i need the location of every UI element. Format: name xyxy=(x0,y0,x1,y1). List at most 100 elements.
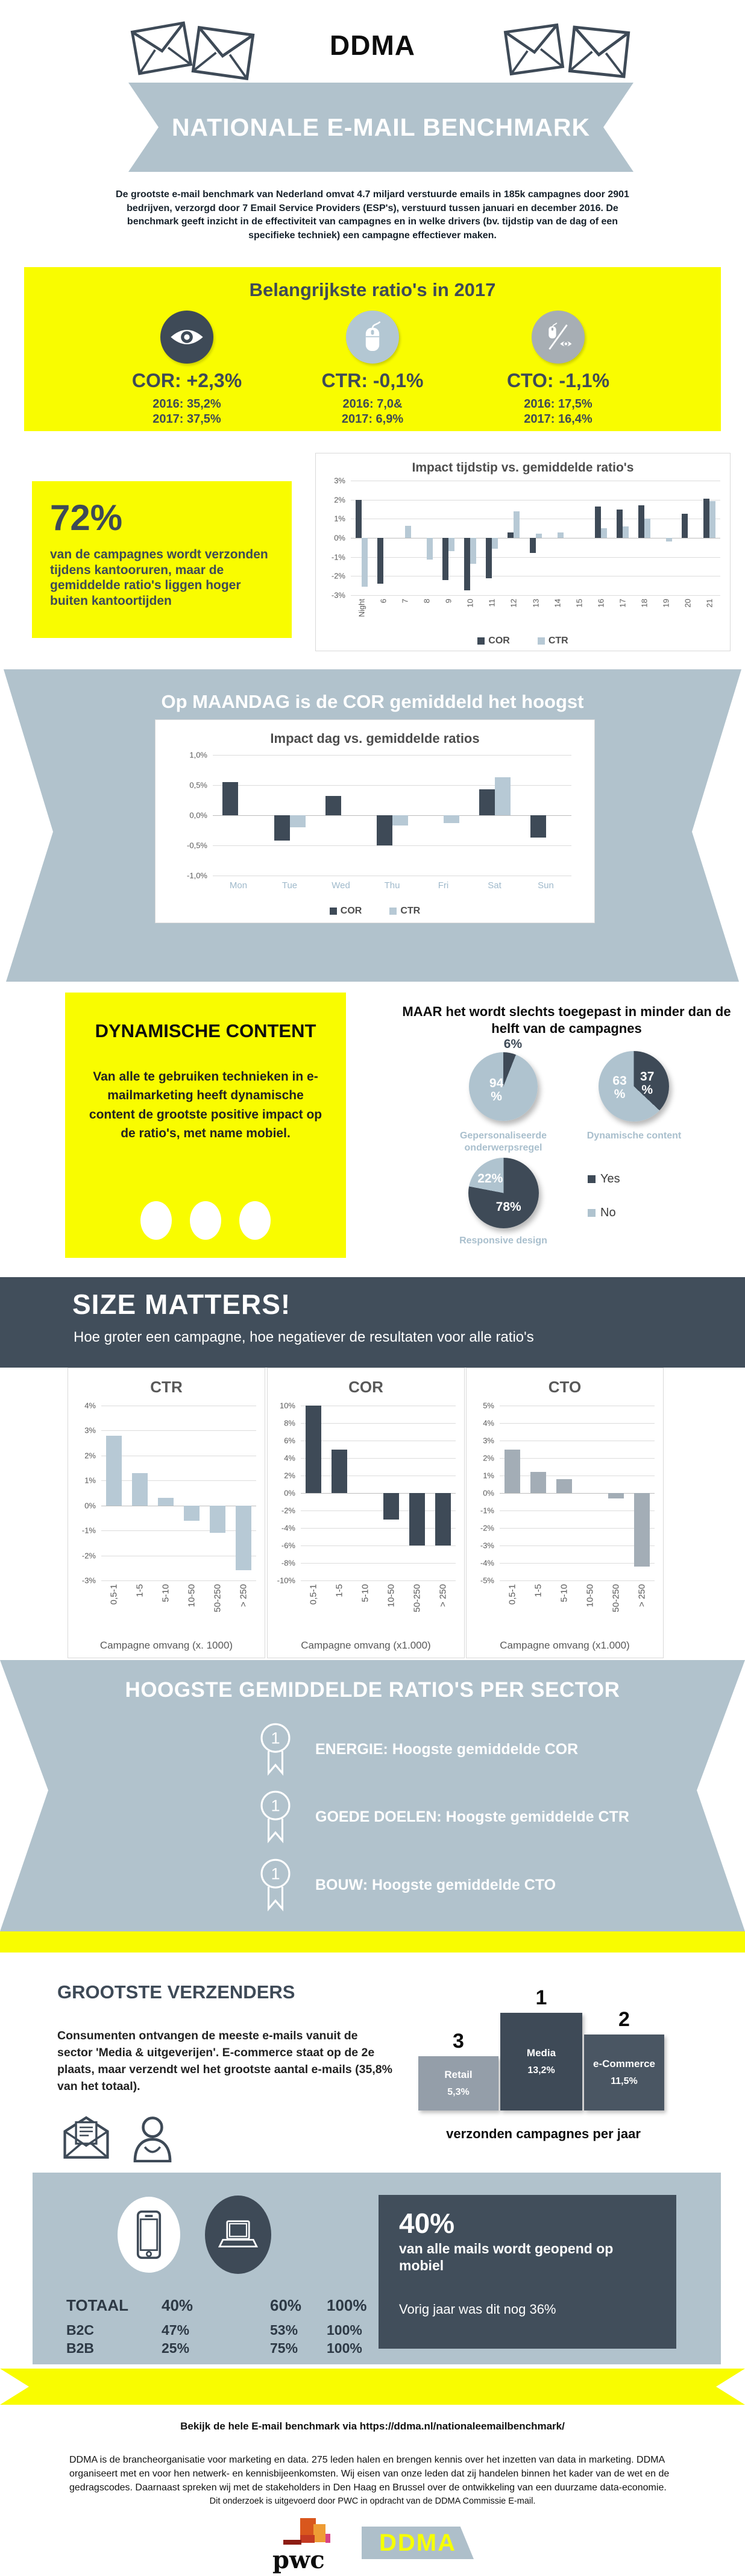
impact-time-chart-plot: 3% 2% 1% 0% -1% -2% -3% Night 6 7 8 9 10 11 12 13 14 15 16… xyxy=(332,476,720,617)
sector-goede-doelen-text: GOEDE DOELEN: Hoogste gemiddelde CTR xyxy=(315,1808,629,1825)
size-matters-title: SIZE MATTERS! xyxy=(72,1289,291,1320)
senders-icons xyxy=(60,2114,176,2162)
stat-72-text: van de campagnes wordt verzonden tijdens… xyxy=(50,548,268,608)
podium-chart: 3 Retail 5,3% 1 Media 13,2% 2 e-Commerce… xyxy=(418,1986,664,2110)
size-cto-xlabel: Campagne omvang (x1.000) xyxy=(500,1639,630,1651)
mouse-eye-percent-icon xyxy=(532,311,585,364)
impact-day-chart-plot: 1,0% 0,5% 0,0% -0,5% -1,0% Mon Tue Wed Thu Fri Sat… xyxy=(213,755,571,876)
dynamic-content-title: DYNAMISCHE CONTENT xyxy=(95,1020,316,1041)
senders-title: GROOTSTE VERZENDERS xyxy=(57,1981,295,2003)
podium-media-label: Media xyxy=(526,2047,556,2059)
table-header-label: TOTAAL xyxy=(66,2296,129,2314)
pwc-logo: pwc xyxy=(272,2518,345,2572)
size-matters-band: SIZE MATTERS! Hoe groter een campagne, h… xyxy=(0,1277,745,1368)
table-row-b2b-total: 100% xyxy=(327,2340,362,2356)
header-section: DDMA NATIONALE E-MAIL BENCHMARK De groot… xyxy=(0,0,745,262)
senders-section: GROOTSTE VERZENDERS Consumenten ontvange… xyxy=(0,1953,745,2173)
podium-ecommerce-rank: 2 xyxy=(618,2008,630,2031)
podium-retail: 3 Retail 5,3% xyxy=(418,2030,498,2110)
podium-retail-rank: 3 xyxy=(453,2030,464,2053)
podium-ecommerce-value: 11,5% xyxy=(611,2076,638,2086)
legend-yes: Yes xyxy=(588,1172,620,1186)
pies-heading: MAAR het wordt slechts toegepast in mind… xyxy=(402,1004,731,1036)
cor-headline: COR: +2,3% xyxy=(131,370,242,391)
table-header-laptop: 60% xyxy=(270,2296,302,2314)
medal-icon: 1 xyxy=(256,1788,295,1846)
podium-ecommerce: 2 e-Commerce 11,5% xyxy=(584,2008,664,2110)
ctr-2016: 2016: 7,0& xyxy=(342,397,403,411)
size-cor-plot: 10% 8% 6% 4% 2% 0% -2% -4% -6% -8% -10% 0,5-1 1-5 5-1… xyxy=(277,1401,456,1612)
size-cto-panel: CTO 5% 4% 3% 2% 1% 0% -1% -2% -3% -4% -5% 0,5-1 1-5 5… xyxy=(466,1368,664,1658)
yes-swatch xyxy=(588,1175,596,1183)
ratios-title: Belangrijkste ratio's in 2017 xyxy=(249,279,496,300)
no-swatch xyxy=(588,1209,596,1217)
ddma-footer-logo: DDMA xyxy=(362,2527,474,2559)
cto-headline: CTO: -1,1% xyxy=(506,370,610,391)
benchmark-link: Bekijk de hele E-mail benchmark via http… xyxy=(180,2420,565,2432)
impact-time-chart-title: Impact tijdstip vs. gemiddelde ratio's xyxy=(412,461,634,475)
envelope-icon xyxy=(503,23,565,76)
envelope-icon xyxy=(191,25,255,81)
laptop-icon xyxy=(205,2196,271,2274)
size-cor-panel: COR 10% 8% 6% 4% 2% 0% -2% -4% -6% -8% -10% 0,5-1 1-… xyxy=(267,1368,465,1658)
size-cto-plot: 5% 4% 3% 2% 1% 0% -1% -2% -3% -4% -5% 0,5-1 1-5 5-10 1… xyxy=(480,1401,655,1612)
ratios-section: Belangrijkste ratio's in 2017 COR: +2,3%… xyxy=(0,267,745,439)
size-ctr-panel: CTR 4% 3% 2% 1% 0% -1% -2% -3% 0,5-1 1-5 5-10 10-50… xyxy=(68,1368,265,1658)
mobile-note: Vorig jaar was dit nog 36% xyxy=(399,2302,556,2317)
table-header-phone: 40% xyxy=(162,2296,193,2314)
podium-media: 1 Media 13,2% xyxy=(500,1986,582,2110)
footer-section: Bekijk de hele E-mail benchmark via http… xyxy=(0,2405,745,2576)
eye-icon xyxy=(160,311,213,364)
research-credit: Dit onderzoek is uitgevoerd door PWC in … xyxy=(209,2496,536,2506)
pie-dynamic-content: 63 % 37 % xyxy=(599,1051,669,1122)
yes-label: Yes xyxy=(600,1172,620,1185)
mobile-stat-box: 40% van alle mails wordt geopend op mobi… xyxy=(379,2195,676,2349)
size-cor-title: COR xyxy=(348,1378,383,1396)
dynamic-content-box: DYNAMISCHE CONTENT Van alle te gebruiken… xyxy=(65,993,346,1258)
table-row-b2c-label: B2C xyxy=(66,2322,95,2338)
sectors-title: HOOGSTE GEMIDDELDE RATIO'S PER SECTOR xyxy=(125,1678,620,1702)
mouse-icon xyxy=(346,311,399,364)
ctr-2017: 2017: 6,9% xyxy=(341,412,404,426)
size-ctr-title: CTR xyxy=(150,1378,183,1396)
ratios-yellow-box: Belangrijkste ratio's in 2017 COR: +2,3%… xyxy=(24,267,721,431)
size-cto-title: CTO xyxy=(548,1378,582,1396)
stat-72-box: 72% van de campagnes wordt verzonden tij… xyxy=(32,481,292,638)
ddma-footer-wordmark: DDMA xyxy=(379,2529,456,2556)
table-row-b2b-phone: 25% xyxy=(162,2340,190,2356)
stat-72: 72% xyxy=(50,497,123,538)
impact-day-chart-panel: Impact dag vs. gemiddelde ratios 1,0% 0,5… xyxy=(155,719,595,923)
open-mail-icon xyxy=(63,2116,109,2159)
mobile-stat: 40% xyxy=(399,2208,455,2239)
ratio-ctr: CTR: -0,1% 2016: 7,0& 2017: 6,9% xyxy=(300,311,445,427)
dynamic-content-body: Van alle te gebruiken technieken in e-ma… xyxy=(89,1069,322,1141)
size-ctr-xlabel: Campagne omvang (x. 1000) xyxy=(99,1639,233,1651)
yellow-divider-band xyxy=(0,1931,745,1953)
sector-bouw-text: BOUW: Hoogste gemiddelde CTO xyxy=(315,1876,556,1893)
pwc-wordmark: pwc xyxy=(272,2546,325,2574)
cto-2016: 2016: 17,5% xyxy=(524,397,593,411)
podium-caption: verzonden campagnes per jaar xyxy=(446,2126,641,2141)
dynamic-content-section: DYNAMISCHE CONTENT Van alle te gebruiken… xyxy=(0,982,745,1277)
ratio-cor: COR: +2,3% 2016: 35,2% 2017: 37,5% xyxy=(115,311,259,427)
podium-ecommerce-label: e-Commerce xyxy=(593,2058,655,2069)
podium-media-value: 13,2% xyxy=(527,2065,555,2076)
phone-icon xyxy=(118,2197,180,2273)
size-ctr-plot: 4% 3% 2% 1% 0% -1% -2% -3% 0,5-1 1-5 5-10 10-50 50-2… xyxy=(82,1401,256,1612)
intro-paragraph: De grootste e-mail benchmark van Nederla… xyxy=(116,189,629,241)
impact-time-chart-panel: Impact tijdstip vs. gemiddelde ratio's 3… xyxy=(315,453,731,651)
about-ddma: DDMA is de brancheorganisatie voor marke… xyxy=(69,2455,670,2493)
svg-text:1: 1 xyxy=(271,1729,280,1747)
podium-retail-label: Retail xyxy=(444,2069,473,2080)
podium-media-rank: 1 xyxy=(535,1986,547,2009)
no-label: No xyxy=(600,1206,616,1219)
cor-2016: 2016: 35,2% xyxy=(152,397,221,411)
sector-bouw: 1 BOUW: Hoogste gemiddelde CTO xyxy=(256,1856,556,1914)
size-cor-xlabel: Campagne omvang (x1.000) xyxy=(301,1639,431,1651)
impact-time-chart-legend: COR CTR xyxy=(316,636,730,646)
mobile-section: TOTAAL 40% 60% 100% B2C 47% 53% 100% B2B… xyxy=(0,2173,745,2369)
senders-body: Consumenten ontvangen de meeste e-mails … xyxy=(57,2028,392,2094)
monday-section: Op MAANDAG is de COR gemiddeld het hoogs… xyxy=(0,669,745,982)
pie-personalised-subject: 6% 94 % xyxy=(469,1038,538,1121)
